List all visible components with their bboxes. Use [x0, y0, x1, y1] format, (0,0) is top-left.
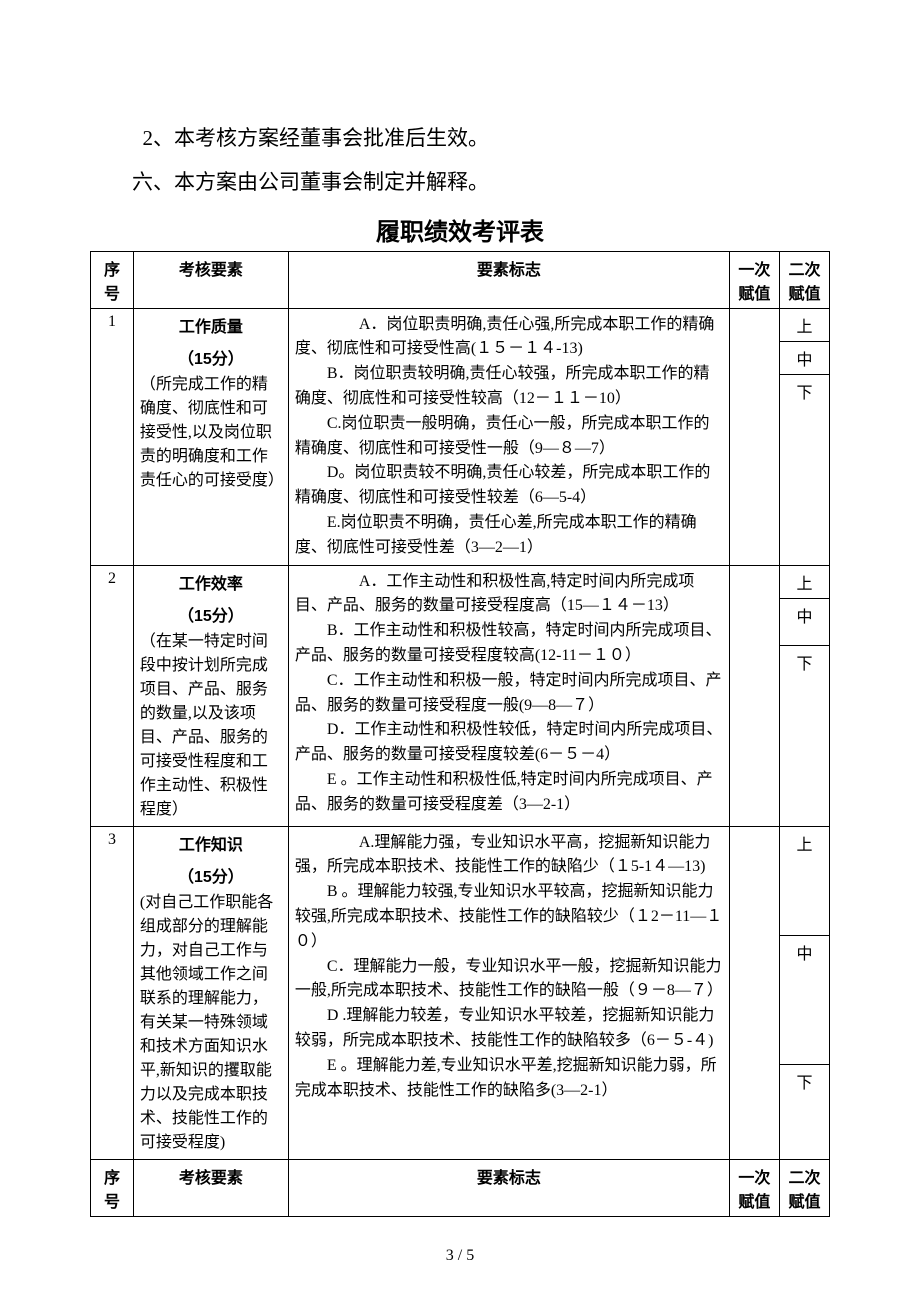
intro-line-1: 2、本考核方案经董事会批准后生效。	[90, 120, 830, 158]
cell-score1	[729, 565, 779, 826]
header-score2: 二次赋值	[779, 251, 829, 308]
factor-score: （15分）	[140, 602, 282, 626]
rating-low: 下	[780, 646, 829, 678]
cell-marker: A．工作主动性和积极性高,特定时间内所完成项目、产品、服务的数量可接受程度高（1…	[288, 565, 729, 826]
cell-score2: 上 中 下	[779, 565, 829, 826]
table-footer-header-row: 序号 考核要素 要素标志 一次赋值 二次赋值	[91, 1159, 830, 1216]
rating-high: 上	[780, 309, 829, 342]
header-index: 序号	[91, 251, 134, 308]
cell-factor: 工作知识 （15分） (对自己工作职能各组成部分的理解能力，对自己工作与其他领域…	[133, 826, 288, 1159]
footer-header-index: 序号	[91, 1159, 134, 1216]
factor-desc: （所完成工作的精确度、彻底性和可接受性,以及岗位职责的明确度和工作责任心的可接受…	[140, 373, 282, 493]
cell-index: 3	[91, 826, 134, 1159]
marker-text: A.理解能力强，专业知识水平高，挖掘新知识能力强，所完成本职技术、技能性工作的缺…	[295, 831, 723, 1104]
footer-header-score2: 二次赋值	[779, 1159, 829, 1216]
rating-low: 下	[780, 1065, 829, 1097]
factor-title: 工作知识	[140, 831, 282, 855]
cell-marker: A.理解能力强，专业知识水平高，挖掘新知识能力强，所完成本职技术、技能性工作的缺…	[288, 826, 729, 1159]
cell-factor: 工作质量 （15分） （所完成工作的精确度、彻底性和可接受性,以及岗位职责的明确…	[133, 308, 288, 565]
page-number: 3 / 5	[90, 1247, 830, 1265]
marker-text: A．工作主动性和积极性高,特定时间内所完成项目、产品、服务的数量可接受程度高（1…	[295, 570, 723, 818]
table-row: 1 工作质量 （15分） （所完成工作的精确度、彻底性和可接受性,以及岗位职责的…	[91, 308, 830, 565]
rating-high: 上	[780, 566, 829, 599]
cell-score1	[729, 826, 779, 1159]
cell-score2: 上 中 下	[779, 308, 829, 565]
cell-index: 1	[91, 308, 134, 565]
cell-marker: A．岗位职责明确,责任心强,所完成本职工作的精确度、彻底性和可接受性高(１５－１…	[288, 308, 729, 565]
factor-title: 工作效率	[140, 570, 282, 594]
factor-desc: （在某一特定时间段中按计划所完成项目、产品、服务的数量,以及该项目、产品、服务的…	[140, 630, 282, 822]
factor-desc: (对自己工作职能各组成部分的理解能力，对自己工作与其他领域工作之间联系的理解能力…	[140, 891, 282, 1155]
footer-header-score1: 一次赋值	[729, 1159, 779, 1216]
footer-header-factor: 考核要素	[133, 1159, 288, 1216]
marker-text: A．岗位职责明确,责任心强,所完成本职工作的精确度、彻底性和可接受性高(１５－１…	[295, 313, 723, 561]
evaluation-table: 序号 考核要素 要素标志 一次赋值 二次赋值 1 工作质量 （15分） （所完成…	[90, 251, 830, 1217]
cell-factor: 工作效率 （15分） （在某一特定时间段中按计划所完成项目、产品、服务的数量,以…	[133, 565, 288, 826]
cell-score1	[729, 308, 779, 565]
table-title: 履职绩效考评表	[90, 212, 830, 247]
rating-low: 下	[780, 375, 829, 407]
table-row: 3 工作知识 （15分） (对自己工作职能各组成部分的理解能力，对自己工作与其他…	[91, 826, 830, 1159]
cell-index: 2	[91, 565, 134, 826]
intro-line-2: 六、本方案由公司董事会制定并解释。	[90, 164, 830, 202]
cell-score2: 上 中 下	[779, 826, 829, 1159]
rating-mid: 中	[780, 936, 829, 1065]
rating-mid: 中	[780, 599, 829, 646]
rating-high: 上	[780, 827, 829, 936]
table-header-row: 序号 考核要素 要素标志 一次赋值 二次赋值	[91, 251, 830, 308]
factor-score: （15分）	[140, 345, 282, 369]
rating-mid: 中	[780, 342, 829, 375]
header-factor: 考核要素	[133, 251, 288, 308]
table-row: 2 工作效率 （15分） （在某一特定时间段中按计划所完成项目、产品、服务的数量…	[91, 565, 830, 826]
factor-title: 工作质量	[140, 313, 282, 337]
header-score1: 一次赋值	[729, 251, 779, 308]
footer-header-marker: 要素标志	[288, 1159, 729, 1216]
header-marker: 要素标志	[288, 251, 729, 308]
factor-score: （15分）	[140, 863, 282, 887]
